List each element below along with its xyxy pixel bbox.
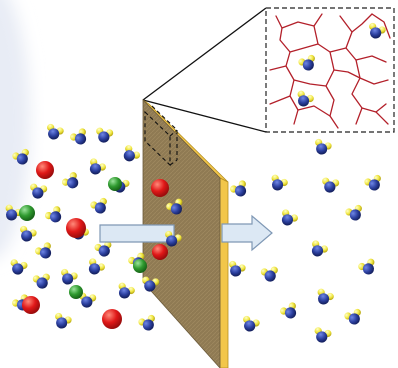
water-molecule-icon bbox=[317, 288, 334, 305]
zoom-lines bbox=[142, 7, 267, 133]
water-molecule-icon bbox=[322, 177, 340, 193]
water-molecule-icon bbox=[229, 260, 246, 277]
water-molecule-icon bbox=[10, 259, 28, 275]
water-molecule-icon bbox=[12, 148, 29, 165]
water-molecule-icon bbox=[260, 266, 278, 282]
water-molecule-icon bbox=[35, 242, 52, 259]
water-molecule-icon bbox=[297, 90, 314, 107]
water-molecule-icon bbox=[281, 209, 298, 226]
green-ion-icon bbox=[108, 177, 122, 191]
water-molecule-icon bbox=[61, 268, 78, 285]
water-molecule-icon bbox=[280, 302, 297, 319]
feed-side bbox=[5, 123, 169, 331]
water-molecule-icon bbox=[311, 240, 328, 257]
water-molecule-icon bbox=[88, 258, 105, 275]
inset-polymer-network bbox=[269, 13, 391, 129]
water-molecule-icon bbox=[298, 54, 315, 71]
zoom-inset bbox=[265, 7, 395, 133]
water-molecule-icon bbox=[96, 127, 114, 143]
water-molecule-icon bbox=[271, 174, 288, 191]
green-ion-icon bbox=[19, 205, 35, 221]
water-molecule-icon bbox=[344, 308, 361, 325]
red-ion-icon bbox=[66, 218, 86, 238]
membrane-side bbox=[219, 177, 229, 368]
background-glow bbox=[0, 0, 30, 256]
water-molecule-icon bbox=[89, 158, 106, 175]
red-ion-icon bbox=[102, 309, 122, 329]
water-molecule-icon bbox=[123, 145, 141, 162]
water-molecule-icon bbox=[142, 276, 160, 292]
water-molecule-icon bbox=[345, 204, 362, 221]
membrane-face bbox=[142, 99, 221, 368]
water-molecule-icon bbox=[314, 327, 332, 343]
water-molecule-icon bbox=[315, 138, 332, 155]
water-molecule-icon bbox=[45, 206, 62, 223]
water-molecule-icon bbox=[20, 225, 37, 242]
red-ion-icon bbox=[36, 161, 54, 179]
water-molecule-icon bbox=[364, 174, 381, 191]
water-molecule-icon bbox=[30, 183, 48, 199]
water-molecule-icon bbox=[243, 315, 260, 332]
water-molecule-icon bbox=[118, 282, 135, 299]
red-ion-icon bbox=[152, 244, 168, 260]
water-molecule-icon bbox=[230, 180, 247, 197]
red-ion-icon bbox=[151, 179, 169, 197]
water-molecule-icon bbox=[47, 123, 64, 140]
green-ion-icon bbox=[69, 285, 83, 299]
water-molecule-icon bbox=[32, 273, 50, 289]
green-ion-icon bbox=[133, 259, 147, 273]
water-molecule-icon bbox=[358, 258, 375, 275]
water-molecule-icon bbox=[55, 312, 72, 329]
red-ion-icon bbox=[22, 296, 40, 314]
water-molecule-icon bbox=[61, 172, 79, 189]
water-molecule-icon bbox=[90, 197, 107, 214]
pore-highlight-box bbox=[144, 105, 178, 167]
water-molecule-icon bbox=[166, 198, 183, 215]
flow-arrow-feed bbox=[99, 224, 175, 243]
water-molecule-icon bbox=[70, 128, 87, 145]
permeate-side bbox=[165, 138, 381, 343]
water-molecule-icon bbox=[138, 314, 155, 331]
flow-arrow-permeate bbox=[221, 214, 273, 252]
water-molecule-icon bbox=[369, 22, 386, 39]
water-molecule-icon bbox=[165, 230, 182, 247]
water-molecule-icon bbox=[94, 241, 112, 257]
